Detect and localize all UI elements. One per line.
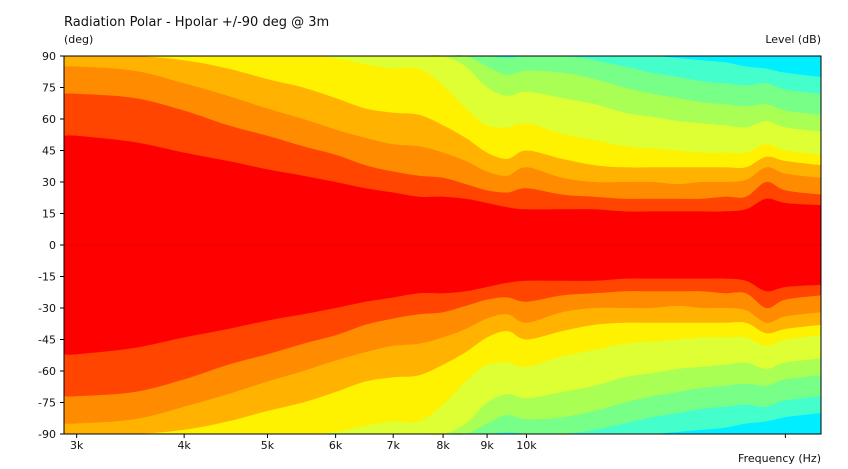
y-tick-label: 60: [42, 113, 56, 126]
x-tick-label: 3k: [70, 439, 84, 452]
x-tick-label: 8k: [436, 439, 450, 452]
plot-area: [63, 55, 822, 435]
x-axis-ticks: 3k 4k 5k 6k 7k 8k 9k 10k: [70, 434, 786, 452]
x-tick-label: 7k: [387, 439, 401, 452]
y-tick-label: -45: [38, 334, 56, 347]
y-tick-label: -75: [38, 397, 56, 410]
y-tick-label: 0: [49, 239, 56, 252]
y-tick-label: 15: [42, 208, 56, 221]
x-tick-label: 5k: [261, 439, 275, 452]
y-tick-label: -30: [38, 302, 56, 315]
level-unit-label: Level (dB): [765, 33, 821, 46]
x-tick-label: 6k: [329, 439, 343, 452]
y-axis-label: (deg): [64, 33, 93, 46]
y-tick-label: -60: [38, 365, 56, 378]
y-tick-label: 90: [42, 50, 56, 63]
y-axis-ticks: 90 75 60 45 30 15 0 -15 -30 -45 -60 -75 -90: [38, 50, 64, 441]
x-axis-label: Frequency (Hz): [738, 452, 821, 465]
x-tick-label: 4k: [177, 439, 191, 452]
x-tick-label: 10k: [516, 439, 537, 452]
y-tick-label: 75: [42, 82, 56, 95]
chart-title: Radiation Polar - Hpolar +/-90 deg @ 3m: [64, 15, 329, 30]
y-tick-label: -15: [38, 271, 56, 284]
contour-bands: [64, 55, 821, 435]
y-tick-label: 45: [42, 145, 56, 158]
y-tick-label: 30: [42, 176, 56, 189]
y-tick-label: -90: [38, 428, 56, 441]
x-tick-label: 9k: [480, 439, 494, 452]
